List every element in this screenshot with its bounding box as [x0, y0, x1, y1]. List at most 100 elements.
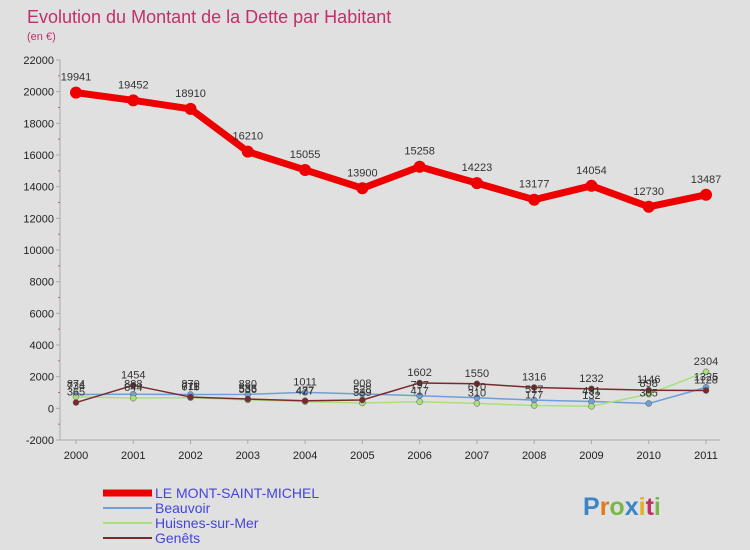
- data-point: [530, 402, 538, 409]
- data-label: 16210: [233, 131, 264, 143]
- data-label: 734: [67, 381, 85, 393]
- legend-label: Huisnes-sur-Mer: [155, 515, 259, 531]
- data-point: [184, 102, 197, 115]
- y-tick-label: 22000: [23, 55, 54, 67]
- data-label: 417: [410, 386, 428, 398]
- data-label: 888: [124, 378, 142, 390]
- data-point: [130, 382, 137, 389]
- x-axis-ticks: 2000 2001 2002 2003 2004 2005 2006 2007 2008 2009…: [64, 440, 718, 462]
- data-label: 132: [582, 390, 600, 402]
- x-tick-label: 2009: [579, 450, 603, 462]
- data-label: 528: [353, 384, 371, 396]
- data-label: 13900: [347, 167, 378, 179]
- data-label: 477: [296, 385, 314, 397]
- data-point: [702, 368, 710, 376]
- series-line-huisnes-sur-mer: [75, 371, 707, 407]
- legend: LE MONT-SAINT-MICHELBeauvoirHuisnes-sur-…: [103, 485, 319, 546]
- data-point: [72, 399, 80, 406]
- data-point: [127, 94, 140, 107]
- svg-text:Proxiti: Proxiti: [583, 493, 661, 521]
- data-label: 517: [525, 384, 543, 396]
- chart-title: Evolution du Montant de la Dette par Hab…: [27, 7, 391, 27]
- data-label: 15258: [404, 146, 435, 158]
- data-label: 2304: [694, 356, 718, 368]
- data-label: 898: [640, 378, 658, 390]
- data-point: [588, 385, 595, 393]
- data-point: [416, 379, 423, 387]
- data-point: [530, 384, 538, 391]
- data-label: 15055: [290, 149, 321, 161]
- y-tick-label: 0: [48, 403, 54, 415]
- x-tick-label: 2000: [64, 450, 88, 462]
- data-point: [299, 163, 312, 176]
- y-tick-label: 6000: [30, 308, 54, 320]
- data-label: 1128: [694, 374, 718, 386]
- x-tick-label: 2007: [465, 450, 489, 462]
- series-line-gen-ts: [75, 382, 707, 404]
- data-label: 908: [353, 378, 371, 390]
- y-tick-label: 14000: [23, 182, 54, 194]
- data-label: 310: [468, 387, 486, 399]
- data-label: 880: [239, 378, 257, 390]
- data-label: 18910: [175, 88, 206, 100]
- y-axis-ticks: -2000 0 2000 4000 6000 8000 10000 12000 14000 160…: [23, 55, 60, 447]
- data-point: [473, 380, 481, 388]
- data-point: [588, 402, 595, 410]
- data-point: [244, 395, 252, 403]
- data-label: 870: [181, 379, 199, 391]
- data-label: 339: [353, 387, 371, 399]
- y-tick-label: 12000: [23, 213, 54, 225]
- y-tick-label: 16000: [23, 150, 54, 162]
- data-label: 670: [468, 382, 486, 394]
- data-point: [645, 386, 652, 394]
- data-point: [702, 387, 710, 394]
- data-label: 427: [296, 386, 314, 398]
- legend-label: Beauvoir: [155, 500, 211, 516]
- data-label: 711: [182, 381, 200, 393]
- data-label: 19452: [118, 79, 149, 91]
- data-point: [416, 398, 423, 405]
- data-label: 536: [239, 384, 257, 396]
- data-label: 1325: [694, 371, 718, 383]
- y-tick-label: 18000: [23, 118, 54, 130]
- data-point: [585, 179, 598, 192]
- data-label: 1146: [637, 374, 661, 386]
- data-label: 177: [525, 390, 543, 402]
- y-tick-label: 8000: [30, 277, 54, 289]
- data-label: 365: [67, 387, 85, 399]
- data-label: 1232: [579, 373, 603, 385]
- data-label: 13177: [519, 179, 550, 191]
- y-tick-label: 2000: [30, 372, 54, 384]
- x-tick-label: 2006: [407, 450, 431, 462]
- x-tick-label: 2001: [121, 450, 145, 462]
- data-label: 12730: [633, 186, 664, 198]
- data-label: 14223: [462, 162, 493, 174]
- data-label: 1316: [522, 371, 546, 383]
- y-tick-label: 20000: [23, 87, 54, 99]
- data-point: [241, 145, 254, 158]
- data-label: 1602: [407, 367, 431, 379]
- data-point: [301, 397, 309, 405]
- data-label: 586: [239, 383, 257, 395]
- data-point: [700, 188, 712, 201]
- x-tick-label: 2004: [293, 450, 317, 462]
- chart-subtitle: (en €): [27, 31, 56, 43]
- data-label: 644: [124, 382, 142, 394]
- data-label: 1550: [465, 368, 489, 380]
- x-tick-label: 2005: [350, 450, 374, 462]
- series-layer: [70, 86, 712, 410]
- data-label: 1454: [121, 369, 145, 381]
- x-tick-label: 2011: [694, 450, 718, 462]
- y-tick-label: -2000: [26, 435, 54, 447]
- data-label: 874: [67, 378, 85, 390]
- data-point: [645, 400, 652, 407]
- x-tick-label: 2002: [178, 450, 202, 462]
- data-point: [642, 200, 655, 213]
- data-point: [130, 394, 137, 402]
- data-label: 797: [410, 380, 428, 392]
- data-point: [70, 86, 82, 99]
- data-point: [359, 396, 366, 404]
- x-tick-label: 2010: [636, 450, 660, 462]
- y-tick-label: 10000: [23, 245, 54, 257]
